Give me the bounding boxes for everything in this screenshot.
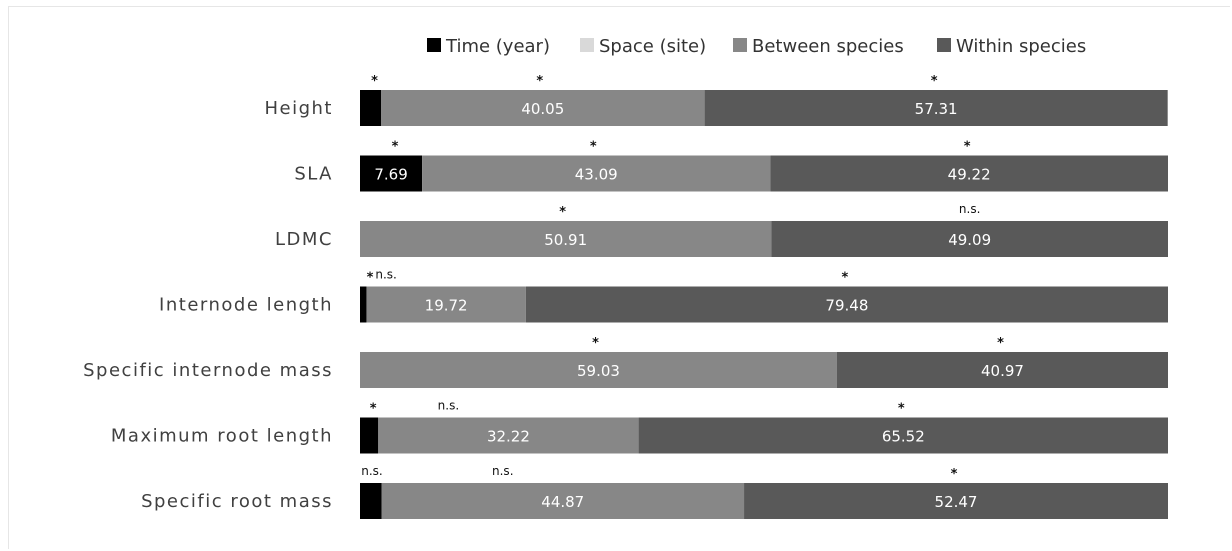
category-label: Specific internode mass [83, 360, 333, 381]
data-label: 49.22 [948, 166, 991, 184]
legend-swatch [937, 38, 951, 52]
bar-segment [360, 417, 379, 454]
bar-segment [744, 483, 1168, 519]
legend-label: Within species [956, 36, 1086, 57]
significance-label: n.s. [438, 399, 460, 413]
category-label: Specific root mass [141, 491, 333, 512]
data-label: 7.69 [374, 166, 407, 184]
bar-segment [704, 90, 1168, 126]
bar-segment [381, 90, 705, 126]
bar-segment [770, 155, 1168, 192]
legend-swatch [427, 38, 441, 52]
category-label: Height [264, 98, 333, 119]
significance-label: n.s. [959, 202, 981, 216]
data-label: 65.52 [882, 428, 925, 446]
bar-segment [381, 483, 745, 519]
category-label: Internode length [159, 295, 333, 316]
bar-segment [366, 286, 526, 323]
bar-segment [360, 155, 423, 192]
significance-label: * [367, 271, 374, 286]
bar-segment [360, 221, 772, 257]
significance-label: * [964, 140, 971, 155]
significance-label: * [371, 74, 378, 89]
bar-segment [360, 352, 837, 388]
bar-segment [525, 286, 1168, 323]
data-label: 50.91 [544, 231, 587, 249]
significance-label: * [951, 467, 958, 482]
category-label: LDMC [275, 229, 333, 250]
category-label: Maximum root length [111, 426, 333, 447]
data-label: 44.87 [541, 493, 584, 511]
chart-frame [8, 6, 1230, 549]
data-label: 79.48 [825, 297, 868, 315]
data-label: 52.47 [935, 493, 978, 511]
significance-label: * [392, 140, 399, 155]
data-label: 59.03 [577, 362, 620, 380]
data-label: 57.31 [915, 100, 958, 118]
bar-segment [360, 90, 382, 126]
data-label: 40.05 [521, 100, 564, 118]
significance-label: * [841, 271, 848, 286]
significance-label: n.s. [361, 464, 383, 478]
legend-label: Time (year) [445, 36, 550, 57]
bar-segment [771, 221, 1168, 257]
significance-label: * [997, 336, 1004, 351]
data-label: 49.09 [948, 231, 991, 249]
bar-segment [360, 483, 382, 519]
category-label: SLA [294, 164, 333, 185]
significance-label: n.s. [492, 464, 514, 478]
data-label: 32.22 [487, 428, 530, 446]
significance-label: * [931, 74, 938, 89]
significance-label: * [590, 140, 597, 155]
bar-segment [638, 417, 1168, 454]
bar-segment [378, 417, 639, 454]
data-label: 43.09 [575, 166, 618, 184]
legend-label: Space (site) [599, 36, 706, 57]
significance-label: * [559, 205, 566, 220]
data-label: 40.97 [981, 362, 1024, 380]
legend-swatch [580, 38, 594, 52]
significance-label: * [898, 402, 905, 417]
bar-segment [836, 352, 1168, 388]
significance-label: * [592, 336, 599, 351]
bar-segment [360, 286, 367, 323]
legend-label: Between species [752, 36, 904, 57]
bar-segment [422, 155, 771, 192]
legend-swatch [733, 38, 747, 52]
significance-label: n.s. [375, 268, 397, 282]
data-label: 19.72 [425, 297, 468, 315]
significance-label: * [370, 402, 377, 417]
significance-label: * [536, 74, 543, 89]
